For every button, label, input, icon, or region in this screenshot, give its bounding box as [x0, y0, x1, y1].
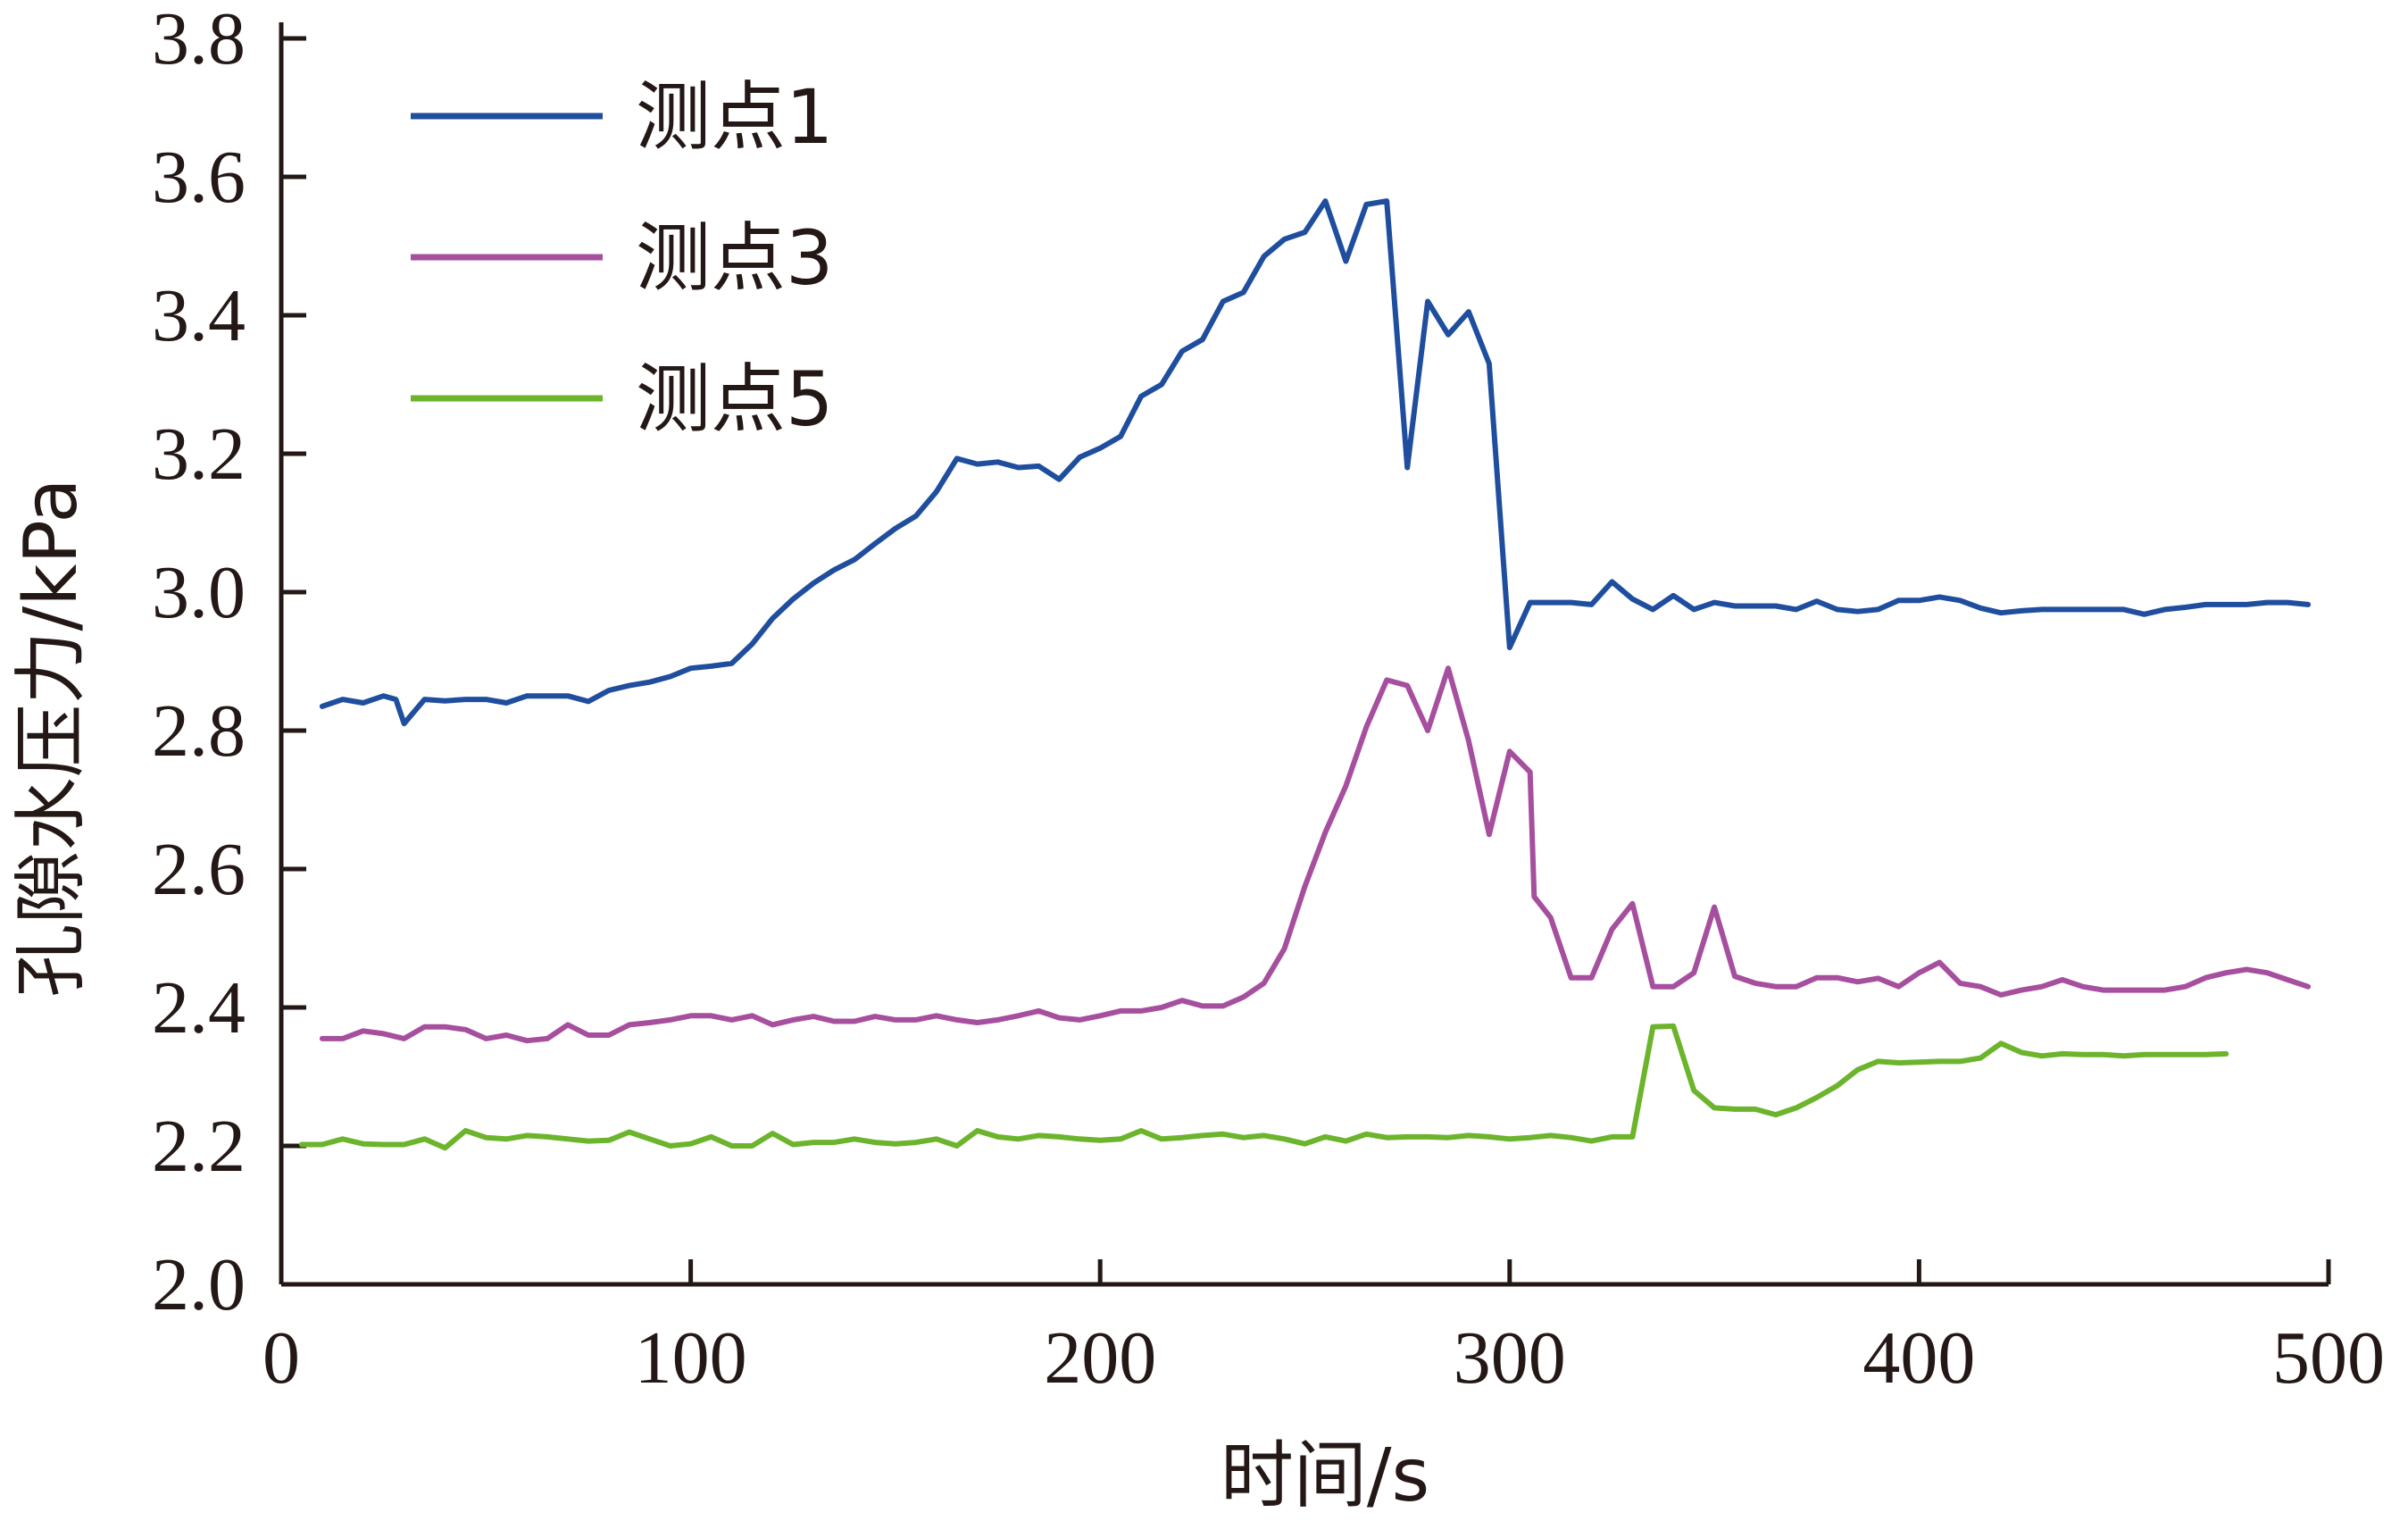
series-line-2 [319, 665, 2312, 1044]
x-tick-label: 0 [262, 1316, 300, 1400]
legend: 测点1 测点3 测点5 [411, 73, 833, 443]
x-tick-label: 400 [1862, 1316, 1975, 1400]
y-tick-label: 2.0 [152, 1243, 246, 1326]
axes: 2.0 2.2 2.4 2.6 2.8 3.0 3.2 3.4 3.6 3.8 0 100 200 300… [152, 0, 2385, 1400]
y-tick-label: 3.0 [152, 551, 246, 634]
y-tick-label: 2.4 [152, 966, 246, 1049]
y-tick-label: 3.2 [152, 413, 246, 496]
x-tick-label: 200 [1044, 1316, 1156, 1400]
y-tick-label: 2.8 [152, 689, 246, 773]
x-tick-label: 300 [1454, 1316, 1566, 1400]
x-axis-title: 时间/s [1221, 1433, 1429, 1518]
legend-label-3: 测点5 [636, 355, 833, 443]
series-line-1 [319, 198, 2312, 727]
y-tick-label: 2.2 [152, 1105, 246, 1188]
series-line-3 [298, 1023, 2229, 1151]
x-tick-label: 100 [635, 1316, 747, 1400]
legend-label-2: 测点3 [636, 214, 833, 302]
y-tick-label: 3.8 [152, 0, 246, 80]
y-axis-title: 孔隙水压力/kPa [9, 478, 94, 997]
x-tick-label: 500 [2272, 1316, 2385, 1400]
y-tick-label: 3.4 [152, 274, 246, 357]
series-layer [298, 198, 2312, 1151]
legend-label-1: 测点1 [636, 73, 833, 161]
y-tick-label: 2.6 [152, 828, 246, 911]
y-tick-label: 3.6 [152, 136, 246, 219]
